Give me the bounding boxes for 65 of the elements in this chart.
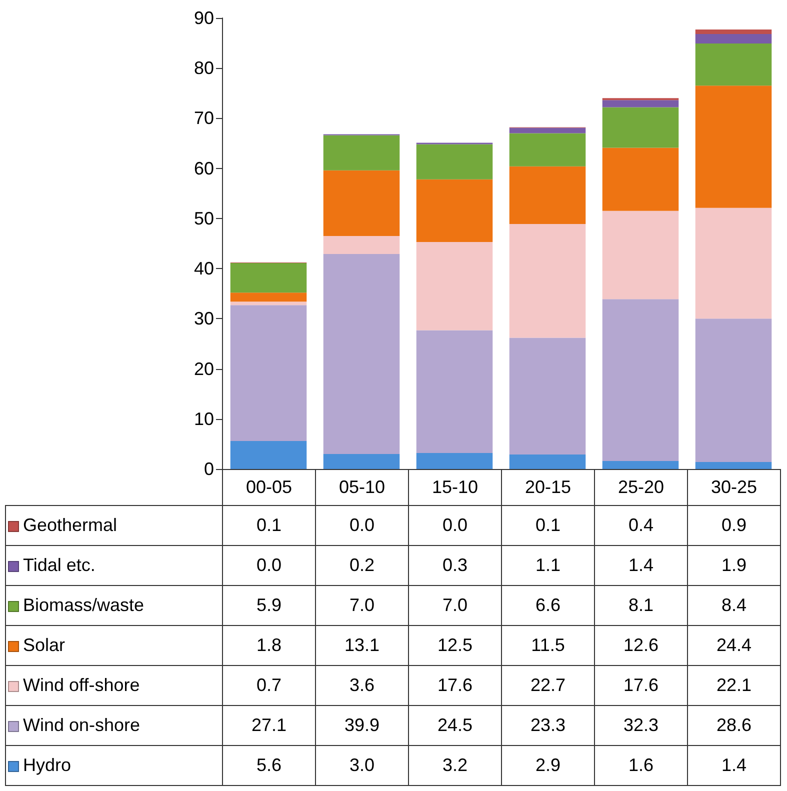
data-label: 0.1 bbox=[502, 506, 594, 546]
data-label: 8.1 bbox=[594, 586, 688, 626]
data-label: 0.0 bbox=[222, 546, 316, 586]
y-tick-label: 50 bbox=[194, 208, 214, 228]
data-label: 27.1 bbox=[222, 706, 316, 746]
x-tick-label: 30-25 bbox=[688, 470, 780, 506]
data-label: 6.6 bbox=[502, 586, 594, 626]
data-label: 24.5 bbox=[408, 706, 502, 746]
data-label: 28.6 bbox=[688, 706, 780, 746]
data-label: 3.0 bbox=[316, 746, 408, 786]
data-label: 1.4 bbox=[594, 546, 688, 586]
data-label: 0.0 bbox=[408, 506, 502, 546]
data-label: 1.4 bbox=[688, 746, 780, 786]
y-tick-label: 90 bbox=[194, 8, 214, 28]
y-tick-label: 10 bbox=[194, 408, 214, 429]
y-tick-label: 0 bbox=[204, 459, 214, 479]
y-tick-label: 30 bbox=[194, 308, 214, 329]
data-label: 11.5 bbox=[502, 626, 594, 666]
data-label: 0.7 bbox=[222, 666, 316, 706]
data-label: 1.6 bbox=[594, 746, 688, 786]
y-tick-label: 70 bbox=[194, 108, 214, 128]
legend-label: Tidal etc. bbox=[6, 546, 222, 586]
data-label: 0.3 bbox=[408, 546, 502, 586]
data-label: 2.9 bbox=[502, 746, 594, 786]
data-label: 1.9 bbox=[688, 546, 780, 586]
legend-label: Hydro bbox=[6, 746, 222, 786]
data-label: 3.6 bbox=[316, 666, 408, 706]
data-label: 1.8 bbox=[222, 626, 316, 666]
x-tick-label: 25-20 bbox=[594, 470, 688, 506]
data-label: 0.2 bbox=[316, 546, 408, 586]
data-label: 17.6 bbox=[594, 666, 688, 706]
x-tick-label: 15-10 bbox=[408, 470, 502, 506]
legend-label: Biomass/waste bbox=[6, 586, 222, 626]
data-label: 22.7 bbox=[502, 666, 594, 706]
data-label: 12.5 bbox=[408, 626, 502, 666]
y-tick-label: 40 bbox=[194, 258, 214, 279]
data-label: 39.9 bbox=[316, 706, 408, 746]
data-label: 17.6 bbox=[408, 666, 502, 706]
data-label: 0.9 bbox=[688, 506, 780, 546]
data-label: 22.1 bbox=[688, 666, 780, 706]
data-label: 13.1 bbox=[316, 626, 408, 666]
data-label: 23.3 bbox=[502, 706, 594, 746]
data-label: 7.0 bbox=[316, 586, 408, 626]
x-tick-label: 05-10 bbox=[316, 470, 408, 506]
data-label: 3.2 bbox=[408, 746, 502, 786]
data-label: 5.9 bbox=[222, 586, 316, 626]
legend-label: Geothermal bbox=[6, 506, 222, 546]
legend-label: Solar bbox=[6, 626, 222, 666]
data-label: 0.0 bbox=[316, 506, 408, 546]
data-label: 32.3 bbox=[594, 706, 688, 746]
data-label: 24.4 bbox=[688, 626, 780, 666]
data-label: 8.4 bbox=[688, 586, 780, 626]
x-tick-label: 00-05 bbox=[222, 470, 316, 506]
data-label: 0.1 bbox=[222, 506, 316, 546]
y-tick-label: 80 bbox=[194, 58, 214, 78]
data-label: 1.1 bbox=[502, 546, 594, 586]
data-label: 7.0 bbox=[408, 586, 502, 626]
data-label: 0.4 bbox=[594, 506, 688, 546]
data-label: 12.6 bbox=[594, 626, 688, 666]
x-tick-label: 20-15 bbox=[502, 470, 594, 506]
y-tick-label: 60 bbox=[194, 158, 214, 178]
legend-label: Wind off-shore bbox=[6, 666, 222, 706]
y-tick-label: 20 bbox=[194, 358, 214, 379]
data-label: 5.6 bbox=[222, 746, 316, 786]
legend-label: Wind on-shore bbox=[6, 706, 222, 746]
